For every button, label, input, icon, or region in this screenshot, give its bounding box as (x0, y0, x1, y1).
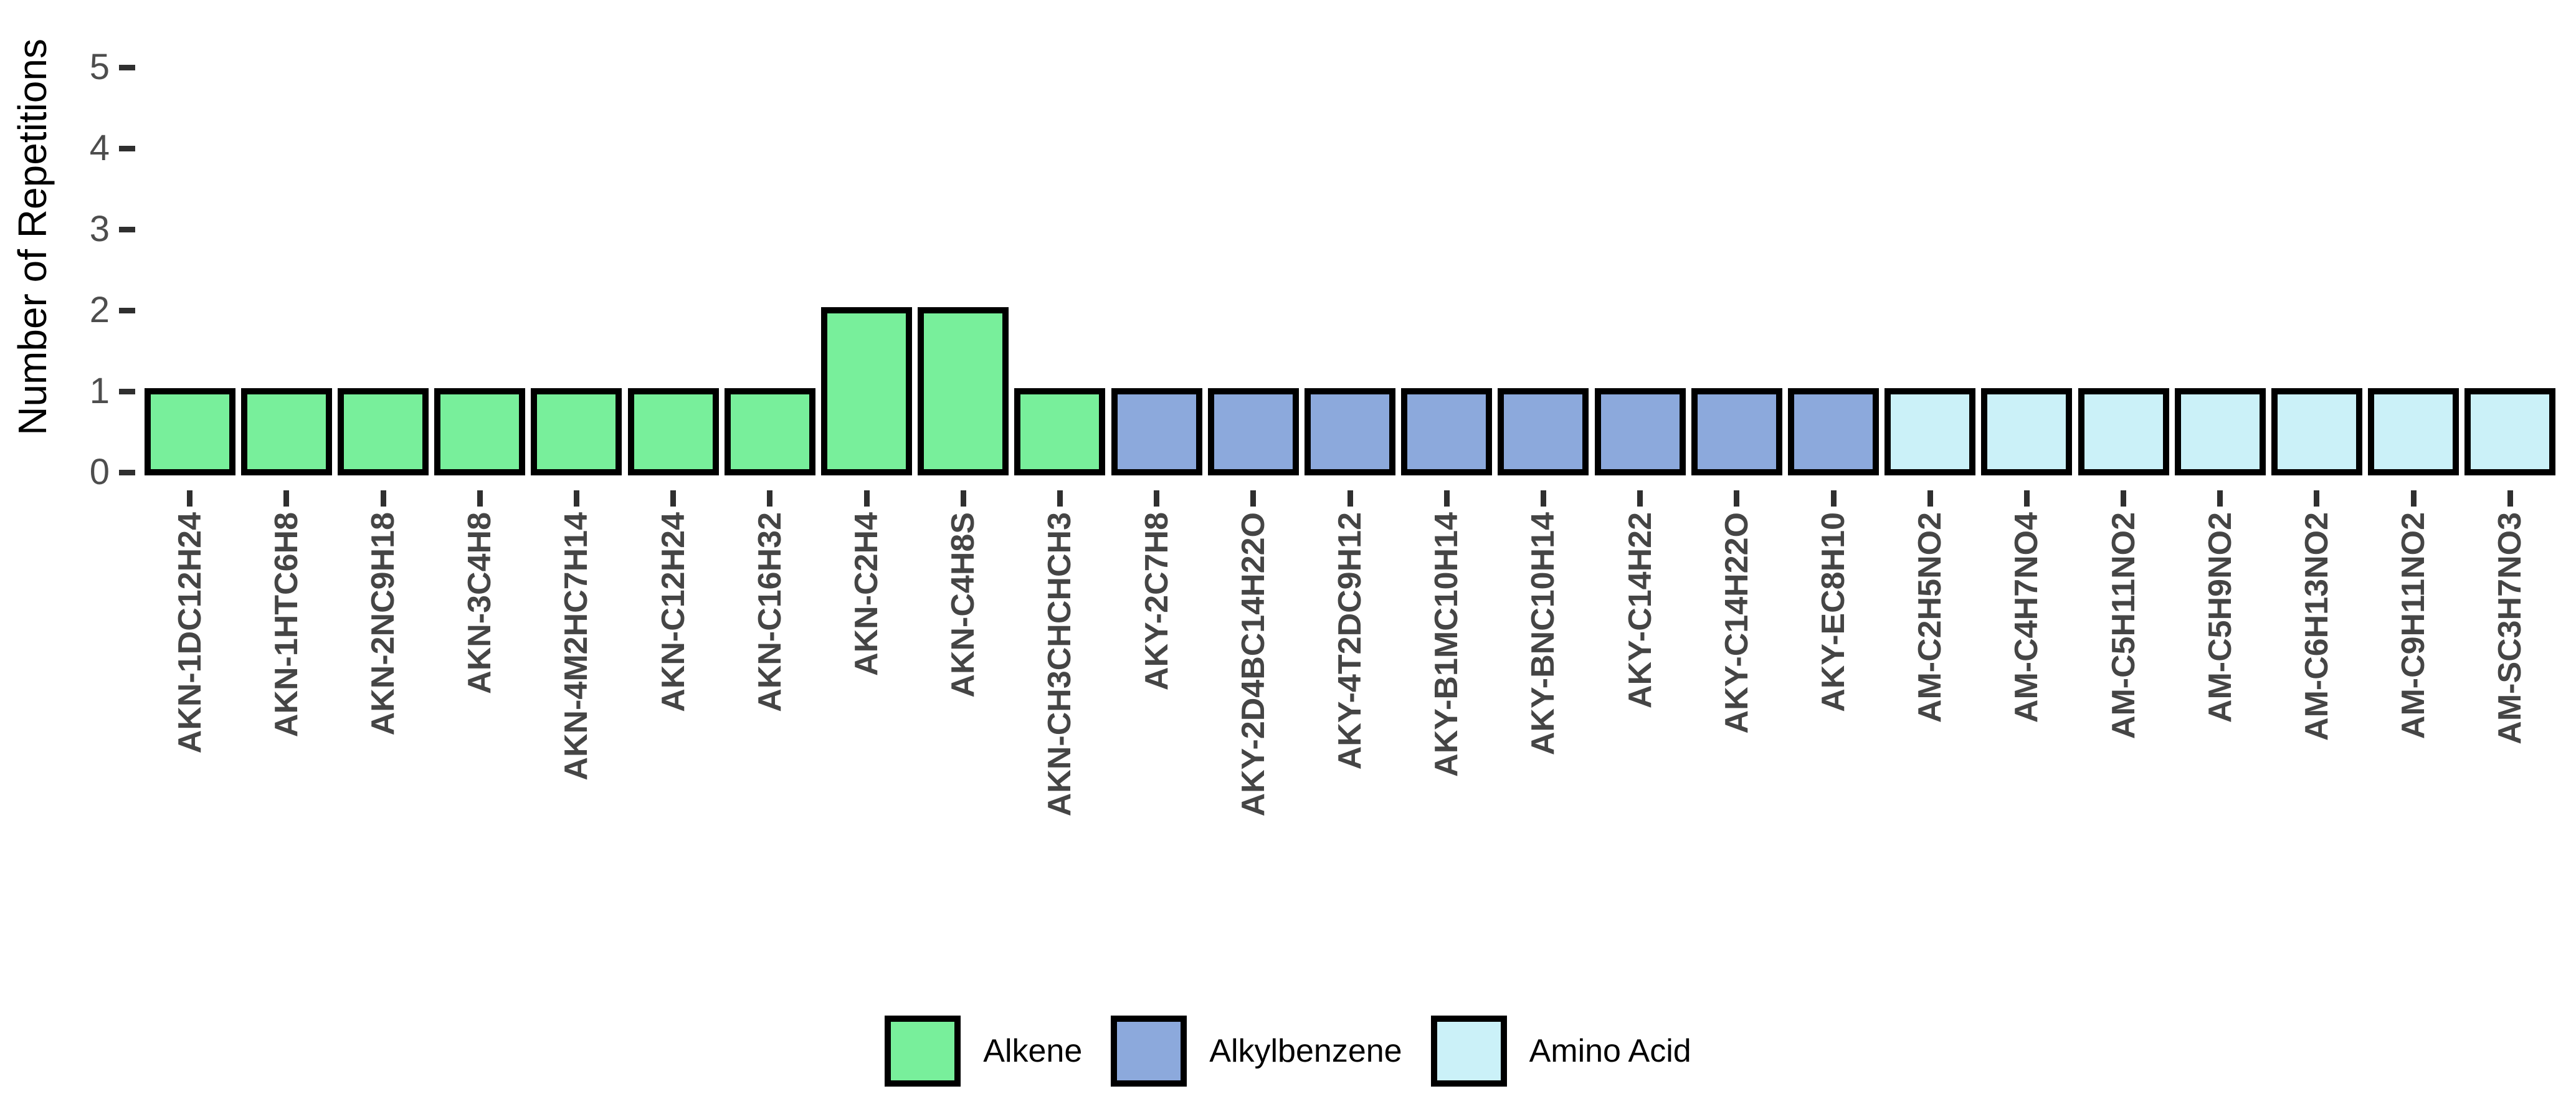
x-axis-label-AM-C6H13NO2: AM-C6H13NO2 (2299, 512, 2335, 741)
x-tick-mark (1444, 490, 1450, 507)
y-tick-mark (119, 146, 135, 151)
bar-AKN-3C4H8 (434, 388, 525, 475)
bar-AKY-BNC10H14 (1498, 388, 1589, 475)
legend-label: Amino Acid (1529, 1033, 1691, 1069)
x-axis-label-AKN-4M2HC7H14: AKN-4M2HC7H14 (558, 512, 594, 781)
x-tick-mark (1250, 490, 1256, 507)
x-tick-mark (1541, 490, 1546, 507)
x-tick-mark (574, 490, 579, 507)
x-axis-label-AKY-4T2DC9H12: AKY-4T2DC9H12 (1332, 512, 1368, 770)
bar-AKY-B1MC10H14 (1401, 388, 1492, 475)
bar-AKN-C12H24 (628, 388, 719, 475)
x-tick-mark (864, 490, 870, 507)
x-tick-mark (2507, 490, 2513, 507)
bar-AKN-C2H4 (821, 307, 912, 475)
x-axis-label-AM-SC3H7NO3: AM-SC3H7NO3 (2492, 512, 2528, 745)
legend-key-swatch (1430, 1016, 1507, 1087)
x-axis-label-AKN-3C4H8: AKN-3C4H8 (462, 512, 498, 694)
x-axis-label-AKY-BNC10H14: AKY-BNC10H14 (1525, 512, 1561, 756)
legend-key-swatch (885, 1016, 961, 1087)
bar-AKY-C14H22O (1691, 388, 1782, 475)
x-axis-label-AM-C9H11NO2: AM-C9H11NO2 (2395, 512, 2431, 740)
x-tick-mark (2217, 490, 2223, 507)
x-tick-mark (670, 490, 676, 507)
bar-AKY-2C7H8 (1111, 388, 1202, 475)
legend-item-alkene: Alkene (885, 1016, 1082, 1087)
x-axis-label-AKN-C2H4: AKN-C2H4 (848, 512, 885, 676)
bar-AM-C6H13NO2 (2271, 388, 2362, 475)
x-tick-mark (2121, 490, 2126, 507)
x-tick-mark (961, 490, 966, 507)
x-tick-mark (2411, 490, 2417, 507)
x-tick-mark (1057, 490, 1063, 507)
y-tick-label: 5 (89, 47, 110, 87)
x-tick-mark (2024, 490, 2030, 507)
legend: Alkene Alkylbenzene Amino Acid (0, 1016, 2576, 1087)
y-tick-label: 2 (89, 290, 110, 330)
x-axis-label-AKY-2D4BC14H22O: AKY-2D4BC14H22O (1235, 512, 1271, 817)
y-tick-mark (119, 470, 135, 475)
x-axis-label-AKN-1DC12H24: AKN-1DC12H24 (172, 512, 208, 754)
bar-AM-SC3H7NO3 (2464, 388, 2555, 475)
x-tick-mark (1637, 490, 1643, 507)
x-axis-label-AM-C4H7NO4: AM-C4H7NO4 (2008, 512, 2045, 723)
x-axis-label-AM-C5H9NO2: AM-C5H9NO2 (2202, 512, 2238, 723)
x-tick-mark (2314, 490, 2319, 507)
y-tick-mark (119, 227, 135, 232)
bar-AM-C2H5NO2 (1884, 388, 1975, 475)
x-axis-label-AKY-EC8H10: AKY-EC8H10 (1815, 512, 1851, 712)
x-tick-mark (1154, 490, 1159, 507)
x-axis-label-AKN-C16H32: AKN-C16H32 (752, 512, 788, 712)
x-axis-label-AM-C2H5NO2: AM-C2H5NO2 (1912, 512, 1948, 723)
y-tick-label: 0 (89, 452, 110, 492)
bar-AKN-1DC12H24 (145, 388, 235, 475)
x-axis-label-AKN-C4H8S: AKN-C4H8S (945, 512, 981, 698)
y-tick-mark (119, 389, 135, 394)
y-tick-mark (119, 65, 135, 70)
y-tick-label: 3 (89, 209, 110, 249)
bar-AM-C4H7NO4 (1981, 388, 2072, 475)
bar-AKN-1HTC6H8 (241, 388, 332, 475)
legend-label: Alkylbenzene (1209, 1033, 1402, 1069)
x-tick-mark (187, 490, 192, 507)
x-tick-mark (1831, 490, 1837, 507)
legend-label: Alkene (983, 1033, 1083, 1069)
x-axis-label-AM-C5H11NO2: AM-C5H11NO2 (2106, 512, 2142, 740)
bar-AM-C9H11NO2 (2368, 388, 2459, 475)
bar-AKN-2NC9H18 (338, 388, 429, 475)
x-axis-label-AKN-CH3CHCHCH3: AKN-CH3CHCHCH3 (1042, 512, 1078, 817)
x-tick-mark (1927, 490, 1933, 507)
bar-AKY-2D4BC14H22O (1208, 388, 1299, 475)
bar-AKN-C16H32 (725, 388, 815, 475)
bar-AKN-C4H8S (918, 307, 1009, 475)
x-axis-label-AKN-C12H24: AKN-C12H24 (655, 512, 692, 712)
bar-AKN-CH3CHCHCH3 (1014, 388, 1105, 475)
x-axis-label-AKY-C14H22: AKY-C14H22 (1622, 512, 1658, 709)
bar-AKY-C14H22 (1595, 388, 1686, 475)
y-tick-label: 1 (89, 371, 110, 411)
bar-AM-C5H9NO2 (2175, 388, 2266, 475)
x-tick-mark (477, 490, 483, 507)
legend-key-swatch (1111, 1016, 1187, 1087)
bar-AKN-4M2HC7H14 (531, 388, 622, 475)
legend-item-alkylbenzene: Alkylbenzene (1111, 1016, 1402, 1087)
legend-item-amino-acid: Amino Acid (1430, 1016, 1691, 1087)
y-tick-mark (119, 308, 135, 313)
x-axis-label-AKN-2NC9H18: AKN-2NC9H18 (365, 512, 401, 736)
x-axis-label-AKY-C14H22O: AKY-C14H22O (1719, 512, 1755, 734)
x-tick-mark (1734, 490, 1739, 507)
y-tick-label: 4 (89, 128, 110, 168)
x-axis-label-AKN-1HTC6H8: AKN-1HTC6H8 (269, 512, 305, 738)
x-tick-mark (283, 490, 289, 507)
x-tick-mark (381, 490, 386, 507)
x-tick-mark (1347, 490, 1353, 507)
x-tick-mark (767, 490, 772, 507)
bar-AKY-EC8H10 (1788, 388, 1879, 475)
x-axis-label-AKY-B1MC10H14: AKY-B1MC10H14 (1428, 512, 1465, 777)
bar-AM-C5H11NO2 (2078, 388, 2169, 475)
bar-AKY-4T2DC9H12 (1305, 388, 1395, 475)
x-axis-label-AKY-2C7H8: AKY-2C7H8 (1139, 512, 1175, 691)
